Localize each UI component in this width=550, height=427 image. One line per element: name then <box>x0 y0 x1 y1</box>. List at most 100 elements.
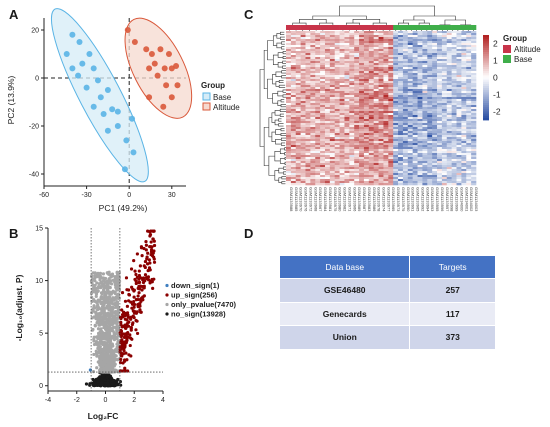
heatmap-cell <box>373 103 379 106</box>
heatmap-cell <box>300 177 306 180</box>
heatmap-cell <box>466 67 472 70</box>
heatmap-cell <box>373 95 379 98</box>
heatmap-cell <box>324 139 331 142</box>
heatmap-cell <box>383 135 389 138</box>
heatmap-cell <box>334 143 340 146</box>
volcano-point-up-sign <box>141 276 146 280</box>
heatmap-cell <box>373 169 379 172</box>
heatmap-left-dendrogram <box>268 155 275 176</box>
heatmap-cell <box>363 133 370 136</box>
heatmap-cell <box>368 149 374 152</box>
heatmap-cell <box>324 119 331 122</box>
heatmap-cell <box>441 37 448 40</box>
heatmap-cell <box>349 165 355 168</box>
heatmap-cell <box>339 41 345 44</box>
heatmap-left-dendrogram <box>271 131 276 142</box>
heatmap-cell <box>295 177 301 180</box>
heatmap-cell <box>320 73 326 76</box>
volcano-point-only-pvalue <box>104 291 108 296</box>
heatmap-cell <box>441 103 448 106</box>
heatmap-cell <box>466 33 472 36</box>
heatmap-cell <box>359 33 365 36</box>
heatmap-cell <box>422 147 428 150</box>
heatmap-cell <box>373 87 379 90</box>
heatmap-cell <box>310 149 316 152</box>
heatmap-cell <box>290 175 297 178</box>
volcano-point-only-pvalue <box>91 370 96 374</box>
heatmap-cell <box>402 173 409 176</box>
heatmap-cell <box>422 75 428 78</box>
heatmap-cell <box>461 169 467 172</box>
heatmap-cell <box>402 129 409 132</box>
heatmap-cell <box>412 91 418 94</box>
heatmap-cell <box>310 163 316 166</box>
heatmap-cell <box>427 91 433 94</box>
heatmap-cell <box>437 105 443 108</box>
heatmap-cell <box>407 147 413 150</box>
heatmap-cell <box>286 61 292 64</box>
heatmap-cell <box>441 107 448 110</box>
heatmap-group-bar-cell <box>407 25 413 30</box>
heatmap-cell <box>320 169 326 172</box>
heatmap-cell <box>290 121 297 124</box>
heatmap-cell <box>339 35 345 38</box>
heatmap-cell <box>359 69 365 72</box>
heatmap-cell <box>344 43 350 46</box>
heatmap-cell <box>354 49 360 52</box>
heatmap-cell <box>427 111 433 114</box>
heatmap-cell <box>368 109 374 112</box>
heatmap-left-dendrogram <box>280 36 285 40</box>
heatmap-cell <box>354 141 360 144</box>
heatmap-cell <box>471 93 477 96</box>
heatmap-cell <box>320 107 326 110</box>
heatmap-column-label: GSM1133974 <box>382 187 387 212</box>
heatmap-cell <box>354 111 360 114</box>
heatmap-cell <box>305 59 311 62</box>
heatmap-cell <box>305 157 311 160</box>
heatmap-cell <box>315 131 321 134</box>
heatmap-cell <box>407 159 413 162</box>
heatmap-cell <box>310 177 316 180</box>
heatmap-cell <box>324 43 331 46</box>
heatmap-cell <box>466 99 472 102</box>
heatmap-cell <box>407 109 413 112</box>
heatmap-cell <box>310 165 316 168</box>
heatmap-cell <box>349 129 355 132</box>
heatmap-cell <box>412 131 418 134</box>
volcano-point-up-sign <box>149 240 153 244</box>
heatmap-cell <box>354 79 360 82</box>
heatmap-cell <box>334 105 340 108</box>
heatmap-cell <box>305 159 311 162</box>
heatmap-cell <box>471 53 477 56</box>
heatmap-cell <box>378 35 384 38</box>
volcano-x-tick-label: 4 <box>161 397 165 404</box>
heatmap-cell <box>349 89 355 92</box>
heatmap-cell <box>286 35 292 38</box>
heatmap-cell <box>363 89 370 92</box>
volcano-point-up-sign <box>148 245 152 249</box>
heatmap-cell <box>334 139 340 142</box>
heatmap-cell <box>368 169 374 172</box>
heatmap-cell <box>315 39 321 42</box>
heatmap-cell <box>290 117 297 120</box>
heatmap-cell <box>393 141 399 144</box>
volcano-point-only-pvalue <box>106 340 110 344</box>
heatmap-cell <box>344 99 350 102</box>
heatmap-cell <box>422 63 428 66</box>
heatmap-cell <box>427 169 433 172</box>
heatmap-cell <box>461 147 467 150</box>
heatmap-cell <box>329 109 336 112</box>
heatmap-cell <box>368 53 374 56</box>
heatmap-cell <box>344 107 350 110</box>
heatmap-cell <box>373 159 379 162</box>
heatmap-cell <box>471 137 477 140</box>
heatmap-cell <box>349 91 355 94</box>
heatmap-cell <box>315 89 321 92</box>
heatmap-cell <box>441 39 448 42</box>
heatmap-cell <box>344 131 350 134</box>
heatmap-cell <box>437 113 443 116</box>
heatmap-cell <box>398 65 404 68</box>
heatmap-cell <box>373 121 379 124</box>
volcano-point-up-sign <box>124 276 129 280</box>
heatmap-cell <box>378 111 384 114</box>
